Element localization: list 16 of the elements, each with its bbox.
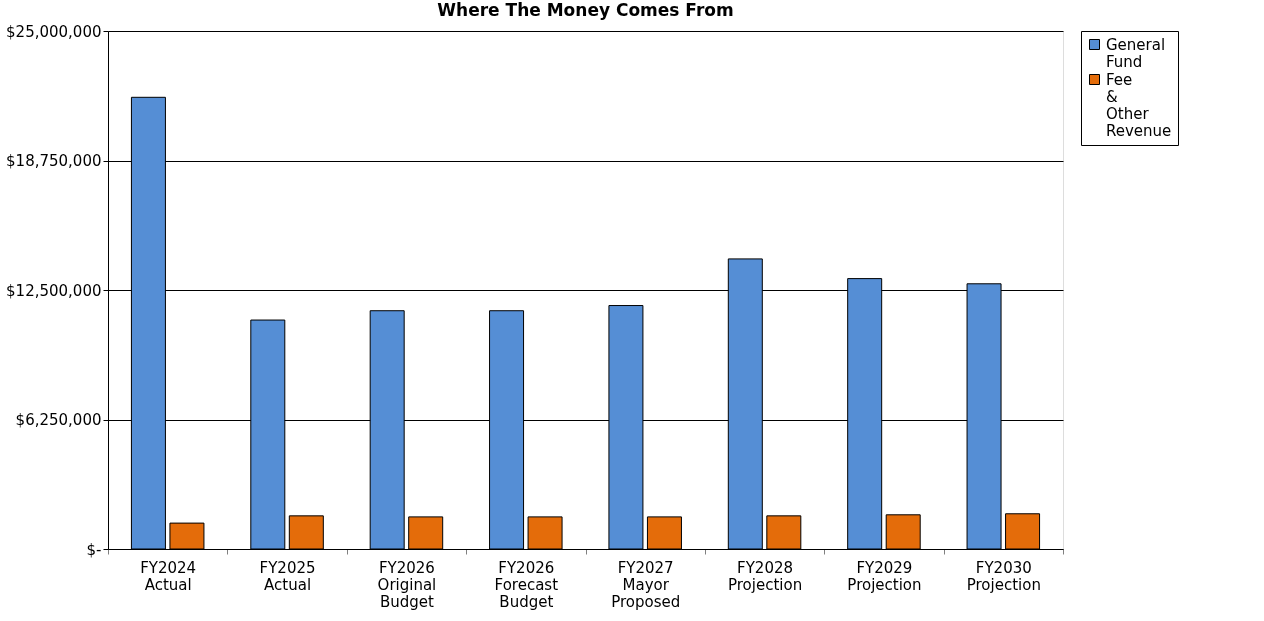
- legend-label: General Fund: [1106, 35, 1166, 71]
- x-tick-label: FY2029 Projection: [847, 558, 922, 594]
- x-tick-label: FY2026 Original Budget: [377, 558, 437, 611]
- y-tick-label: $25,000,000: [6, 22, 102, 41]
- y-tick-label: $6,250,000: [15, 411, 102, 429]
- legend-label: Fee & Other Revenue: [1106, 70, 1172, 140]
- y-tick-label: $12,500,000: [6, 281, 102, 300]
- x-tick-label: FY2026 Forecast Budget: [494, 558, 559, 611]
- x-tick-label: FY2024 Actual: [140, 558, 197, 594]
- x-tick-label: FY2027 Mayor Proposed: [611, 558, 681, 611]
- x-tick-label: FY2025 Actual: [259, 558, 316, 594]
- y-tick-label: $-: [86, 540, 102, 559]
- x-tick-label: FY2030 Projection: [966, 558, 1041, 594]
- y-tick-label: $18,750,000: [6, 152, 102, 170]
- x-tick-label: FY2028 Projection: [727, 558, 803, 594]
- chart-title: Where The Money Comes From: [437, 0, 734, 20]
